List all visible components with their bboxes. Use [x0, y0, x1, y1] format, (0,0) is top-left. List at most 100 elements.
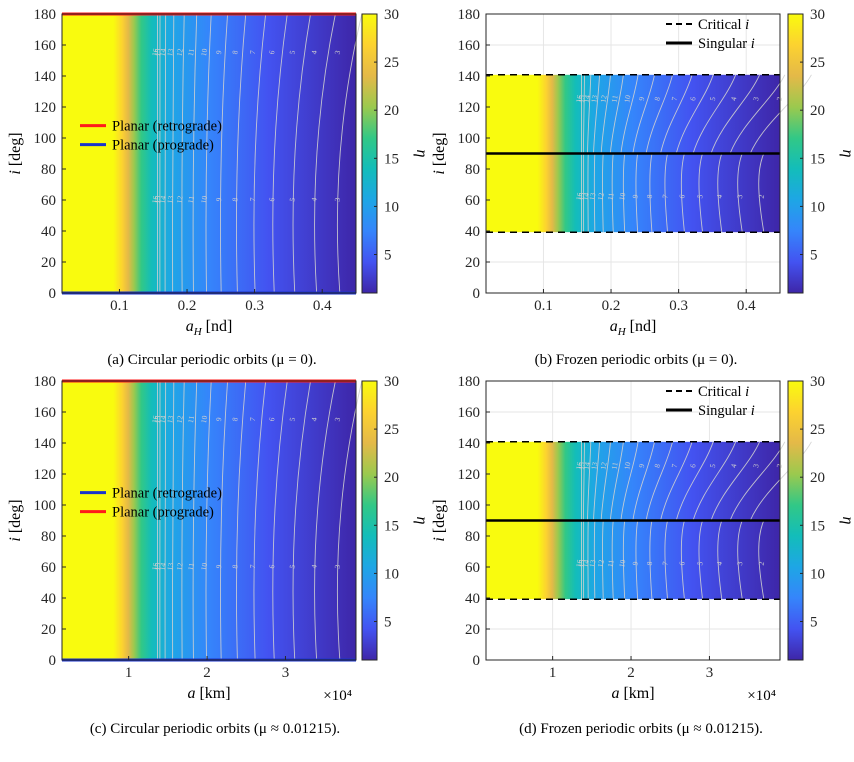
y-tick-label: 160: [458, 405, 481, 421]
y-tick-label: 60: [465, 193, 480, 209]
y-tick-label: 160: [34, 38, 57, 54]
y-tick-label: 20: [465, 622, 480, 638]
colorbar-tick-label: 30: [810, 374, 825, 390]
y-axis-label-unit: [deg]: [7, 132, 24, 170]
y-tick-label: 80: [465, 529, 480, 545]
colorbar-tick-label: 25: [810, 422, 825, 438]
y-tick-label: 20: [41, 622, 56, 638]
x-tick-label: 2: [627, 665, 635, 681]
x-axis-label-var: a: [186, 318, 194, 335]
y-tick-label: 160: [34, 405, 57, 421]
colorbar-b: [788, 14, 803, 293]
x-axis-label-unit: [km]: [195, 685, 230, 702]
y-tick-label: 140: [34, 436, 57, 452]
y-axis-label: i [deg]: [431, 132, 448, 174]
colorbar-a: [362, 14, 377, 293]
x-exponent-label: ×10⁴: [323, 688, 352, 704]
x-axis-label-unit: [km]: [619, 685, 654, 702]
y-tick-label: 80: [41, 529, 56, 545]
y-tick-label: 40: [465, 224, 480, 240]
y-tick-label: 0: [473, 653, 481, 669]
x-tick-label: 3: [706, 665, 714, 681]
y-axis-label: i [deg]: [7, 499, 24, 541]
colorbar-label: η: [839, 517, 854, 525]
colorbar-label: η: [413, 150, 430, 158]
y-tick-label: 80: [465, 162, 480, 178]
y-tick-label: 140: [458, 436, 481, 452]
y-tick-label: 140: [34, 69, 57, 85]
y-tick-label: 0: [49, 286, 57, 302]
y-axis-label-unit: [deg]: [7, 499, 24, 537]
y-tick-label: 100: [34, 131, 57, 147]
panel-a: 1616151514141313121211111010998877665544…: [7, 7, 430, 338]
legend-label: Planar (prograde): [112, 505, 214, 521]
y-axis-label-unit: [deg]: [431, 499, 448, 537]
x-tick-label: 1: [125, 665, 133, 681]
colorbar-tick-label: 5: [384, 615, 392, 631]
y-axis-label-unit: [deg]: [431, 132, 448, 170]
y-tick-label: 180: [34, 374, 57, 390]
x-tick-label: 0.2: [602, 298, 621, 314]
y-tick-label: 40: [41, 591, 56, 607]
colorbar-tick-label: 20: [384, 103, 399, 119]
x-axis-label-var: a: [610, 318, 618, 335]
legend-label-word: Singular: [698, 36, 751, 52]
colorbar-tick-label: 10: [384, 566, 399, 582]
colorbar-tick-label: 10: [810, 566, 825, 582]
legend-label: Critical i: [698, 384, 749, 400]
colorbar-tick-label: 20: [810, 470, 825, 486]
y-tick-label: 40: [41, 224, 56, 240]
y-tick-label: 20: [465, 255, 480, 271]
y-axis-label: i [deg]: [7, 132, 24, 174]
y-tick-label: 120: [458, 100, 481, 116]
y-tick-label: 20: [41, 255, 56, 271]
colorbar-label: η: [839, 150, 854, 158]
y-tick-label: 100: [458, 131, 481, 147]
legend-label-var: i: [745, 17, 749, 33]
y-tick-label: 180: [34, 7, 57, 23]
colorbar-tick-label: 5: [810, 615, 818, 631]
colorbar-tick-label: 30: [384, 7, 399, 23]
colorbar-tick-label: 5: [810, 248, 818, 264]
legend-label: Singular i: [698, 36, 755, 52]
x-tick-label: 0.3: [245, 298, 264, 314]
colorbar-label: η: [413, 517, 430, 525]
colorbar-tick-label: 15: [384, 151, 399, 167]
x-exponent-label: ×10⁴: [747, 688, 776, 704]
x-axis-label: a [km]: [187, 685, 230, 702]
y-tick-label: 120: [458, 467, 481, 483]
colorbar-tick-label: 10: [810, 199, 825, 215]
caption-d: (d) Frozen periodic orbits (μ ≈ 0.01215)…: [476, 721, 806, 738]
x-tick-label: 2: [203, 665, 211, 681]
legend-label: Critical i: [698, 17, 749, 33]
y-tick-label: 140: [458, 69, 481, 85]
colorbar-d: [788, 381, 803, 660]
colorbar-tick-label: 25: [384, 55, 399, 71]
y-tick-label: 180: [458, 7, 481, 23]
x-tick-label: 0.4: [313, 298, 332, 314]
x-axis-label-unit: [nd]: [626, 318, 657, 335]
legend-label: Planar (retrograde): [112, 119, 222, 135]
colorbar-c: [362, 381, 377, 660]
panel-d: 1616151514141313121211111010998877665544…: [431, 374, 854, 704]
y-tick-label: 80: [41, 162, 56, 178]
x-axis-label: aH [nd]: [610, 318, 657, 338]
legend-label: Planar (prograde): [112, 138, 214, 154]
x-tick-label: 0.4: [737, 298, 756, 314]
y-tick-label: 120: [34, 467, 57, 483]
colorbar-tick-label: 20: [384, 470, 399, 486]
y-tick-label: 60: [41, 560, 56, 576]
colorbar-tick-label: 15: [810, 151, 825, 167]
y-tick-label: 100: [458, 498, 481, 514]
legend-label-var: i: [751, 403, 755, 419]
y-tick-label: 100: [34, 498, 57, 514]
colorbar-tick-label: 15: [810, 518, 825, 534]
y-axis-label: i [deg]: [431, 499, 448, 541]
legend-label-word: Singular: [698, 403, 751, 419]
colorbar-tick-label: 5: [384, 248, 392, 264]
caption-a: (a) Circular periodic orbits (μ = 0).: [62, 352, 362, 369]
x-axis-label-var: a: [187, 685, 195, 702]
panel-b: 1616151514141313121211111010998877665544…: [431, 7, 854, 338]
